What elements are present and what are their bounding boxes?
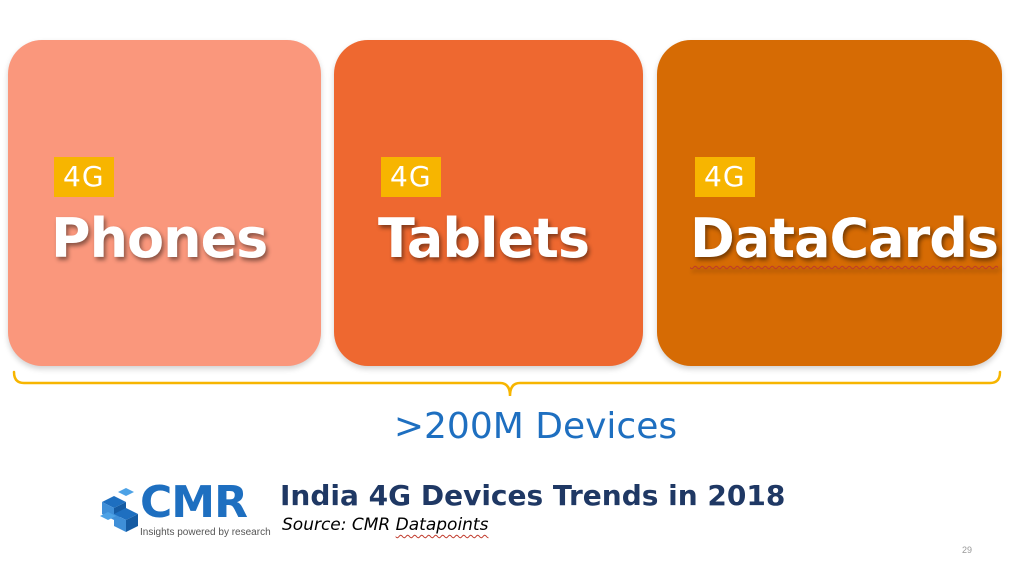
card-datacards: 4G DataCards bbox=[657, 40, 1002, 366]
card-tablets: 4G Tablets bbox=[334, 40, 643, 366]
cmr-logo-cube-icon bbox=[100, 488, 138, 532]
source-line: Source: CMR Datapoints bbox=[282, 515, 488, 535]
card-title-tablets: Tablets bbox=[378, 207, 590, 270]
source-prefix: Source: CMR bbox=[282, 515, 396, 535]
card-title-datacards: DataCards bbox=[690, 207, 999, 270]
card-phones: 4G Phones bbox=[8, 40, 321, 366]
logo-tagline: Insights powered by research bbox=[140, 527, 271, 538]
source-name: Datapoints bbox=[395, 515, 489, 535]
4g-badge: 4G bbox=[54, 157, 114, 197]
page-number: 29 bbox=[962, 545, 973, 555]
4g-badge: 4G bbox=[695, 157, 755, 197]
slide-title: India 4G Devices Trends in 2018 bbox=[280, 479, 786, 512]
card-title-phones: Phones bbox=[51, 207, 268, 270]
devices-caption: >200M Devices bbox=[393, 406, 678, 447]
curly-bracket bbox=[12, 370, 1002, 397]
cmr-logo-wordmark: CMR bbox=[140, 477, 248, 528]
4g-badge: 4G bbox=[381, 157, 441, 197]
